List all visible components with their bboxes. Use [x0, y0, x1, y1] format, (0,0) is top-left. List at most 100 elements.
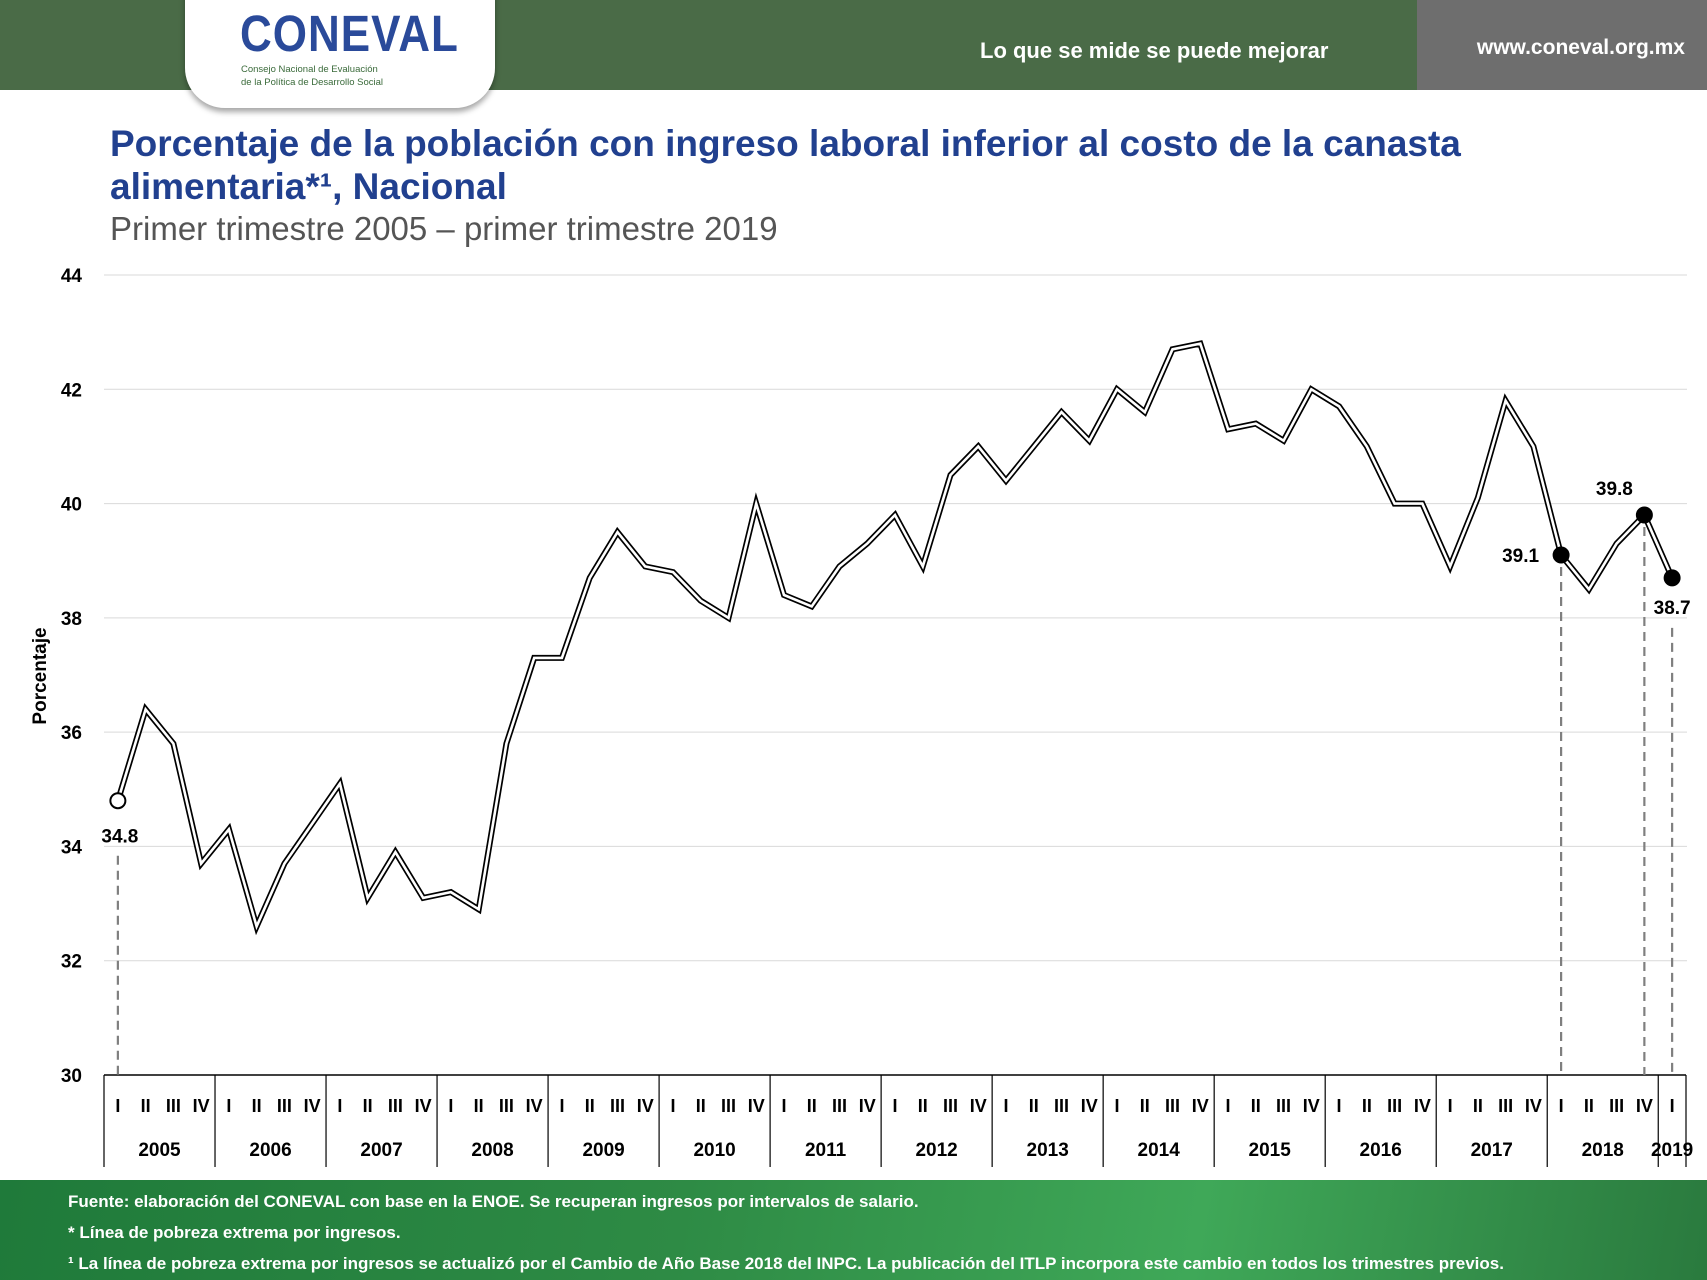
x-tick-label: III: [277, 1096, 292, 1116]
year-label: 2012: [915, 1140, 957, 1161]
x-tick-label: I: [226, 1096, 231, 1116]
x-tick-label: IV: [526, 1096, 543, 1116]
x-tick-label: III: [1498, 1096, 1513, 1116]
point-marker: [1663, 569, 1681, 587]
x-tick-label: III: [1276, 1096, 1291, 1116]
x-tick-label: II: [252, 1096, 262, 1116]
series-line-outline: [115, 340, 1675, 936]
x-tick-label: II: [363, 1096, 373, 1116]
x-tick-label: I: [1559, 1096, 1564, 1116]
y-tick-label: 42: [61, 380, 82, 401]
x-tick-label: II: [1029, 1096, 1039, 1116]
x-tick-label: I: [337, 1096, 342, 1116]
x-tick-label: II: [1140, 1096, 1150, 1116]
year-label: 2010: [693, 1140, 735, 1161]
x-tick-label: II: [141, 1096, 151, 1116]
header-slogan: Lo que se mide se puede mejorar: [980, 38, 1329, 63]
x-tick-label: II: [474, 1096, 484, 1116]
year-label: 2007: [360, 1140, 402, 1161]
x-tick-label: I: [1004, 1096, 1009, 1116]
x-tick-label: II: [696, 1096, 706, 1116]
x-tick-label: I: [1337, 1096, 1342, 1116]
x-tick-label: IV: [304, 1096, 321, 1116]
year-label: 2005: [138, 1140, 181, 1161]
x-tick-label: I: [559, 1096, 564, 1116]
x-tick-label: I: [115, 1096, 120, 1116]
series-line: [116, 342, 1674, 931]
x-tick-label: III: [499, 1096, 514, 1116]
x-tick-label: III: [832, 1096, 847, 1116]
x-tick-label: III: [943, 1096, 958, 1116]
logo[interactable]: CONEVAL: [240, 6, 459, 63]
point-marker: [109, 792, 127, 810]
header-url-link[interactable]: www.coneval.org.mx: [1476, 36, 1685, 59]
x-tick-label: II: [918, 1096, 928, 1116]
footer-note-1: * Línea de pobreza extrema por ingresos.: [68, 1223, 401, 1242]
chart-subtitle: Primer trimestre 2005 – primer trimestre…: [110, 210, 778, 247]
x-tick-label: IV: [970, 1096, 987, 1116]
x-tick-label: IV: [193, 1096, 210, 1116]
x-tick-label: I: [670, 1096, 675, 1116]
data-label: 34.8: [101, 827, 138, 848]
x-tick-label: IV: [859, 1096, 876, 1116]
x-tick-label: III: [1054, 1096, 1069, 1116]
year-label: 2009: [582, 1140, 624, 1161]
x-tick-label: II: [1473, 1096, 1483, 1116]
x-tick-label: I: [1448, 1096, 1453, 1116]
y-axis: 30 32 34 36 38 40 42 44: [61, 266, 83, 1087]
x-tick-label: I: [1115, 1096, 1120, 1116]
y-tick-label: 44: [61, 266, 83, 287]
year-label: 2013: [1027, 1140, 1069, 1161]
point-markers: 34.8 39.1 39.8 38.7: [101, 479, 1690, 848]
y-tick-label: 38: [61, 609, 82, 630]
x-tick-label: IV: [1636, 1096, 1653, 1116]
year-label: 2008: [471, 1140, 513, 1161]
x-tick-label: I: [1226, 1096, 1231, 1116]
y-axis-label: Porcentaje: [30, 627, 51, 724]
x-tick-label: I: [1670, 1096, 1675, 1116]
x-tick-label: IV: [1192, 1096, 1209, 1116]
x-tick-label: IV: [1414, 1096, 1431, 1116]
point-marker: [1635, 506, 1653, 524]
footer-band: Fuente: elaboración del CONEVAL con base…: [0, 1180, 1707, 1280]
year-label: 2018: [1582, 1140, 1624, 1161]
x-tick-label: II: [1362, 1096, 1372, 1116]
series-line-group: [115, 340, 1675, 936]
drop-lines: [116, 527, 1674, 1075]
x-tick-label: III: [1609, 1096, 1624, 1116]
logo-tab: [185, 0, 495, 108]
x-tick-label: III: [610, 1096, 625, 1116]
x-tick-label: III: [166, 1096, 181, 1116]
footer-source: Fuente: elaboración del CONEVAL con base…: [68, 1192, 919, 1211]
x-tick-label: II: [807, 1096, 817, 1116]
x-tick-label: IV: [415, 1096, 432, 1116]
x-tick-label: IV: [1525, 1096, 1542, 1116]
point-marker: [1552, 546, 1570, 564]
x-tick-label: IV: [748, 1096, 765, 1116]
x-tick-label: III: [388, 1096, 403, 1116]
x-tick-label: III: [721, 1096, 736, 1116]
year-label: 2014: [1138, 1140, 1181, 1161]
x-tick-label: I: [448, 1096, 453, 1116]
y-tick-label: 32: [61, 952, 82, 973]
x-tick-label: I: [892, 1096, 897, 1116]
chart-title: Porcentaje de la población con ingreso l…: [110, 123, 1461, 207]
data-label: 38.7: [1654, 598, 1691, 619]
x-tick-label: II: [1584, 1096, 1594, 1116]
gridlines: [104, 274, 1687, 962]
year-label: 2011: [805, 1140, 847, 1161]
year-label: 2019: [1651, 1140, 1693, 1161]
x-tick-label: II: [1251, 1096, 1261, 1116]
year-label: 2017: [1471, 1140, 1513, 1161]
data-label: 39.1: [1502, 546, 1539, 567]
data-label: 39.8: [1596, 479, 1633, 500]
year-label: 2015: [1249, 1140, 1292, 1161]
x-tick-label: III: [1387, 1096, 1402, 1116]
footer-note-2: ¹ La línea de pobreza extrema por ingres…: [68, 1254, 1504, 1273]
header-url-box: [1417, 0, 1707, 90]
logo-subtitle-line1: Consejo Nacional de Evaluación: [241, 64, 378, 75]
year-label: 2016: [1360, 1140, 1402, 1161]
x-tick-label: I: [781, 1096, 786, 1116]
